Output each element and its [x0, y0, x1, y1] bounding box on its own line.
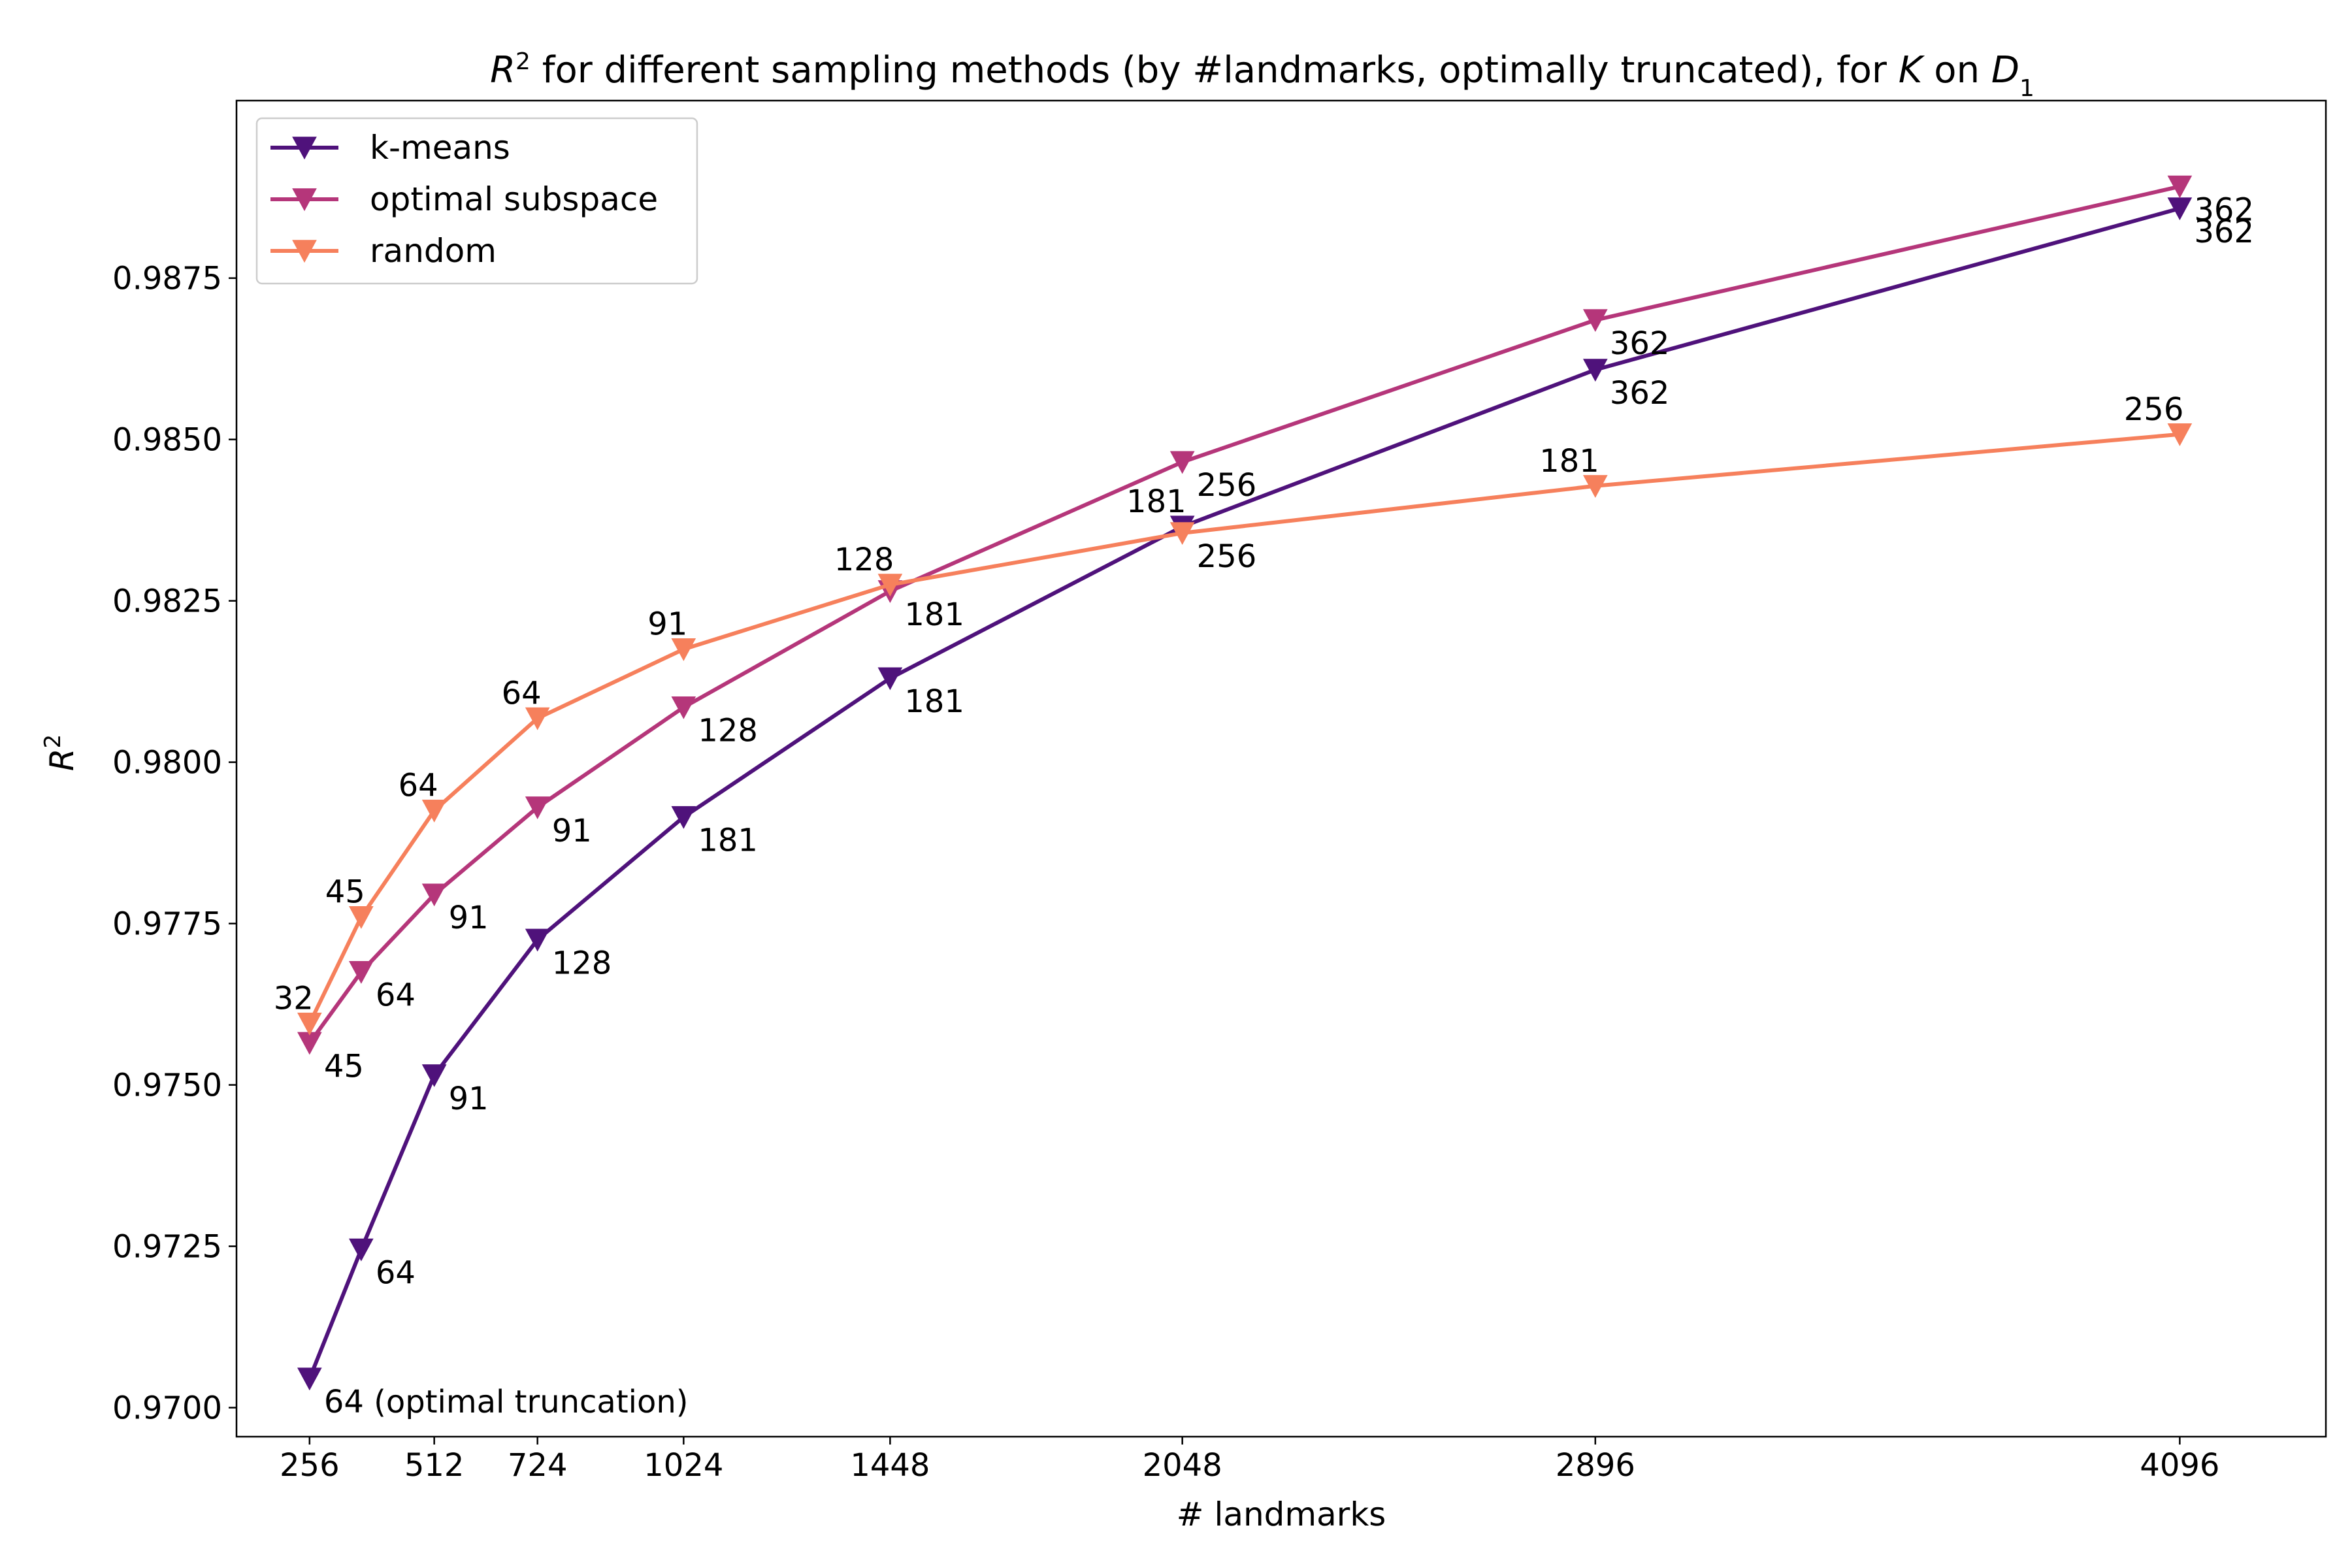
data-point-marker — [1169, 451, 1195, 474]
data-point-marker — [877, 574, 903, 597]
point-label: 181 — [1539, 443, 1599, 480]
legend-marker — [292, 137, 317, 160]
point-label: 181 — [904, 683, 964, 720]
y-tick-label: 0.9875 — [112, 261, 222, 297]
data-point-marker — [2167, 423, 2193, 446]
point-labels: 64 (optimal truncation) 64 91 128 181 181 181 3… — [274, 191, 2254, 1420]
point-label: 128 — [698, 713, 758, 749]
point-label: 64 — [376, 1255, 416, 1292]
data-point-marker — [671, 638, 696, 661]
point-label: 181 — [904, 596, 964, 633]
x-tick-label: 2896 — [1556, 1447, 1635, 1484]
legend-entry: optimal subspace — [370, 180, 658, 218]
data-point-marker — [297, 1367, 322, 1391]
y-tick-label: 0.9800 — [112, 745, 222, 781]
point-label: 64 — [376, 977, 416, 1014]
x-tick-label: 4096 — [2140, 1447, 2219, 1484]
y-axis-label: R2 — [40, 734, 81, 771]
point-label: 91 — [647, 606, 687, 643]
data-point-marker — [348, 906, 374, 929]
point-label: 45 — [324, 1048, 364, 1085]
chart-title: R2 for different sampling methods (by #l… — [490, 48, 2034, 102]
data-point-marker — [877, 667, 903, 691]
point-label: 362 — [2194, 214, 2254, 250]
y-tick-label: 0.9700 — [112, 1390, 222, 1427]
legend-box — [255, 117, 698, 285]
point-label: 91 — [449, 1081, 489, 1117]
legend: k-means optimal subspace random — [255, 117, 698, 285]
point-label: 181 — [698, 823, 758, 859]
point-label: 91 — [552, 813, 592, 849]
x-tick-label: 724 — [508, 1447, 568, 1484]
data-point-marker — [421, 1064, 447, 1087]
legend-marker — [292, 188, 317, 212]
data-point-marker — [525, 707, 550, 730]
point-label: 128 — [834, 542, 894, 578]
point-label: 32 — [274, 981, 314, 1017]
series-random — [297, 423, 2193, 1036]
data-point-marker — [297, 1013, 322, 1036]
point-label: 256 — [1197, 467, 1257, 504]
series-optimal-subspace — [297, 175, 2193, 1055]
point-label: 64 — [399, 768, 438, 804]
data-series — [297, 175, 2193, 1391]
point-label: 128 — [552, 945, 612, 981]
x-tick-label: 1024 — [644, 1447, 723, 1484]
point-label: 64 (optimal truncation) — [324, 1384, 689, 1420]
point-label: 256 — [2124, 391, 2184, 428]
y-tick-label: 0.9725 — [112, 1229, 222, 1266]
data-point-marker — [421, 800, 447, 823]
data-point-marker — [348, 960, 374, 984]
x-tick-label: 512 — [404, 1447, 465, 1484]
point-label: 256 — [1197, 538, 1257, 575]
x-axis-label: # landmarks — [1177, 1495, 1386, 1533]
legend-entry: k-means — [370, 129, 510, 167]
data-point-marker — [1582, 475, 1608, 498]
point-label: 181 — [1126, 483, 1186, 520]
data-point-marker — [2167, 175, 2193, 199]
point-label: 362 — [1610, 375, 1670, 412]
data-point-marker — [1582, 309, 1608, 333]
point-label: 362 — [1610, 325, 1670, 362]
y-tick-label: 0.9750 — [112, 1068, 222, 1104]
y-tick-label: 0.9775 — [112, 906, 222, 943]
data-point-marker — [671, 806, 696, 829]
point-label: 91 — [449, 900, 489, 936]
x-tick-label: 1448 — [850, 1447, 930, 1484]
data-point-marker — [1169, 522, 1195, 546]
data-point-marker — [348, 1238, 374, 1262]
axis-ticks: 256 512 724 1024 1448 2048 2896 4096 0.9700 0.972… — [112, 261, 2219, 1484]
x-tick-label: 2048 — [1143, 1447, 1222, 1484]
y-tick-label: 0.9825 — [112, 583, 222, 620]
data-point-marker — [671, 696, 696, 719]
point-label: 362 — [2194, 191, 2254, 228]
data-point-marker — [421, 883, 447, 907]
legend-entry: random — [370, 232, 497, 270]
point-label: 64 — [502, 675, 542, 711]
legend-marker — [292, 240, 317, 263]
x-tick-label: 256 — [280, 1447, 340, 1484]
point-label: 45 — [325, 874, 365, 911]
y-tick-label: 0.9850 — [112, 422, 222, 459]
plot-area-frame — [235, 99, 2327, 1438]
data-point-marker — [525, 928, 550, 952]
data-point-marker — [1582, 359, 1608, 382]
data-point-marker — [525, 796, 550, 819]
